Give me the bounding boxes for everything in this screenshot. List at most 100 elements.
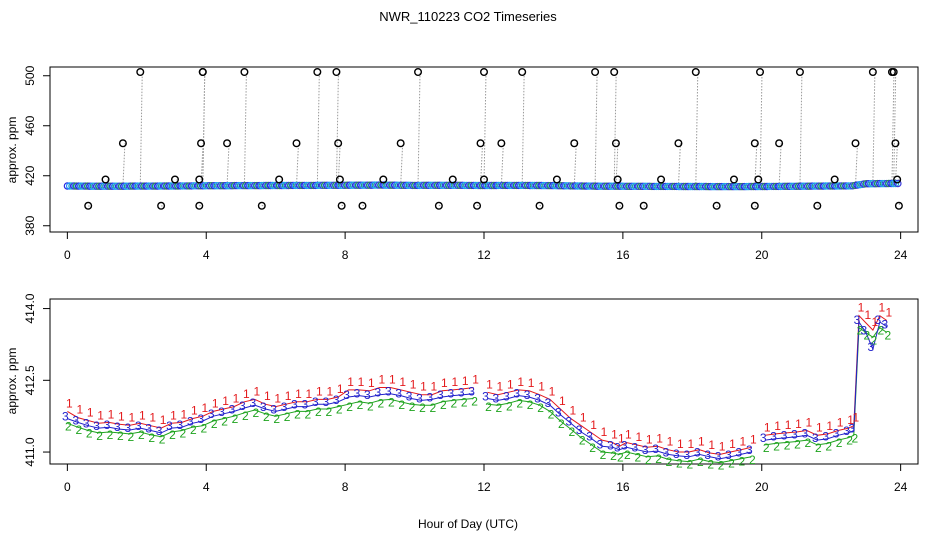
series-1-marker: 1 (201, 401, 208, 415)
series-3-marker: 3 (843, 424, 850, 438)
baseline-point (569, 182, 577, 190)
series-1-marker: 1 (118, 409, 125, 423)
baseline-point (228, 181, 236, 190)
baseline-point (806, 182, 814, 190)
series-1-marker: 1 (472, 373, 479, 387)
series-2-marker: 2 (336, 403, 343, 417)
series-2-marker: 2 (128, 430, 135, 444)
series-1-marker: 1 (878, 301, 885, 315)
baseline-point (761, 182, 769, 191)
series-1-marker: 1 (399, 375, 406, 389)
series-3-marker: 3 (534, 391, 541, 405)
series-3-marker: 3 (760, 431, 767, 445)
series-2-marker: 2 (409, 400, 416, 414)
baseline-point (192, 182, 200, 190)
top-y-axis-label: approx. ppm (5, 117, 19, 184)
series-3-marker: 3 (229, 402, 236, 416)
series-2-marker: 2 (871, 333, 878, 347)
baseline-point (456, 181, 464, 189)
series-3-marker: 3 (395, 387, 402, 401)
series-1-marker: 1 (858, 301, 865, 315)
series-3-marker: 3 (781, 429, 788, 443)
series-3-marker: 3 (166, 419, 173, 433)
baseline-point (472, 181, 480, 190)
series-3-marker: 3 (861, 324, 868, 338)
baseline-point (117, 182, 126, 190)
series-1-marker: 1 (852, 411, 859, 425)
series-2-marker: 2 (634, 450, 641, 464)
baseline-point (867, 179, 875, 188)
baseline-point (108, 182, 117, 190)
series-2-marker: 2 (485, 400, 492, 414)
series-1-marker: 1 (872, 315, 879, 329)
spike-point (157, 201, 166, 210)
series-2-line (487, 399, 752, 464)
baseline-point (138, 182, 146, 190)
spike-point (775, 139, 784, 148)
spike-point (868, 67, 877, 76)
baseline-point (508, 181, 516, 190)
series-2-marker: 2 (190, 423, 197, 437)
baseline-point (499, 181, 507, 190)
spike-point (535, 201, 544, 210)
spike-point (223, 139, 232, 148)
baseline-point (74, 182, 83, 190)
series-1-marker: 1 (326, 384, 333, 398)
spike-connector (122, 143, 126, 187)
series-3-marker: 3 (802, 426, 809, 440)
baseline-point (280, 181, 288, 190)
series-2-marker: 2 (242, 409, 249, 423)
y-tick-label: 500 (23, 65, 37, 85)
y-tick-label: 411.0 (23, 437, 37, 466)
spike-point (750, 139, 759, 148)
spike-point (615, 201, 624, 210)
series-2-marker: 2 (784, 439, 791, 453)
spike-point (240, 67, 249, 76)
baseline-point (503, 181, 512, 190)
top-x-axis: 0 4 8 12 16 20 24 (64, 232, 908, 262)
series-1-marker: 1 (740, 435, 747, 449)
series-2-marker: 2 (558, 417, 565, 431)
baseline-point (104, 182, 112, 190)
series-1-marker: 1 (243, 387, 250, 401)
baseline-point (887, 179, 895, 188)
baseline-point (817, 182, 825, 190)
series-1-marker: 1 (212, 396, 219, 410)
x-tick-label: 16 (616, 480, 630, 494)
series-1-marker: 1 (656, 431, 663, 445)
series-1-marker: 1 (816, 420, 823, 434)
spike-point (195, 175, 204, 184)
spike-point (889, 67, 898, 76)
baseline-point (65, 182, 74, 190)
series-3-marker: 3 (364, 388, 371, 402)
spike-point (570, 139, 579, 148)
series-3-marker: 3 (260, 400, 267, 414)
baseline-point (729, 182, 737, 191)
series-2-marker: 2 (749, 453, 756, 467)
series-1-marker: 1 (865, 308, 872, 322)
series-2-marker: 2 (221, 415, 228, 429)
series-2-marker: 2 (600, 448, 607, 462)
spike-point (170, 175, 179, 184)
series-1-marker: 1 (559, 394, 566, 408)
series-2-marker: 2 (273, 412, 280, 426)
series-1-marker: 1 (806, 416, 813, 430)
series-1-marker: 1 (750, 432, 757, 446)
spike-point (337, 201, 346, 210)
series-1-marker: 1 (646, 432, 653, 446)
series-2-marker: 2 (773, 439, 780, 453)
baseline-point (733, 182, 742, 191)
series-1-marker: 1 (253, 384, 260, 398)
baseline-point (790, 182, 798, 190)
series-3-marker: 3 (385, 385, 392, 399)
series-3-marker: 3 (125, 421, 132, 435)
baseline-point (300, 181, 308, 190)
baseline-point (133, 182, 141, 190)
series-3-marker: 3 (513, 387, 520, 401)
baseline-point (808, 182, 816, 190)
series-2-marker: 2 (537, 401, 544, 415)
x-tick-label: 12 (477, 248, 491, 262)
series-3-marker: 3 (791, 428, 798, 442)
series-1-marker: 1 (358, 375, 365, 389)
x-tick-label: 4 (203, 480, 210, 494)
